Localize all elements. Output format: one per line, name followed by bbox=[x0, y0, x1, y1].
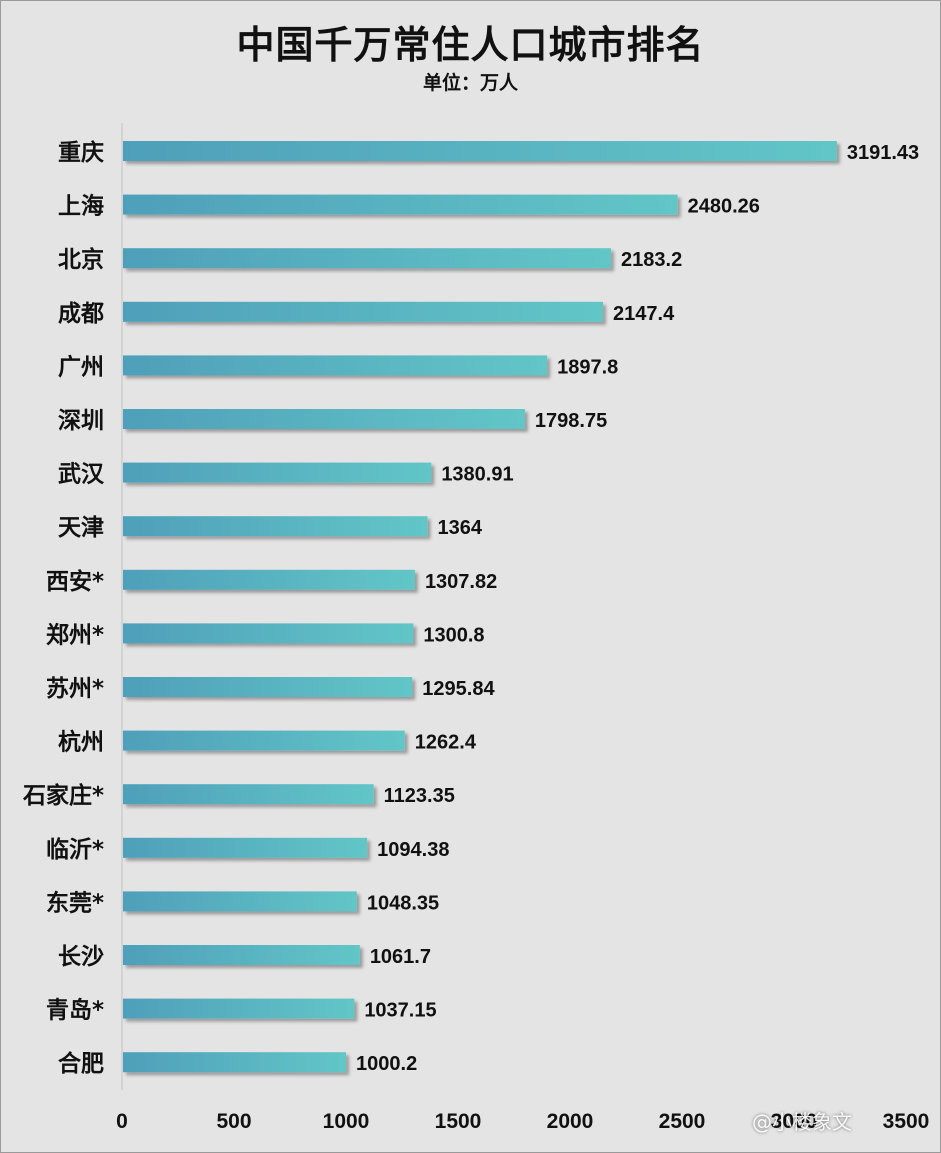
category-label: 郑州* bbox=[46, 622, 104, 648]
category-label: 苏州* bbox=[46, 676, 104, 702]
value-label: 1094.38 bbox=[377, 839, 449, 861]
bar bbox=[123, 301, 604, 322]
value-label: 1000.2 bbox=[356, 1053, 417, 1075]
value-label: 1897.8 bbox=[557, 356, 618, 378]
value-label: 2480.26 bbox=[688, 196, 760, 218]
bar bbox=[123, 355, 548, 376]
category-label: 杭州 bbox=[58, 729, 104, 756]
bar bbox=[123, 462, 432, 483]
x-tick-label: 3500 bbox=[883, 1110, 930, 1133]
category-label: 西安* bbox=[46, 568, 104, 595]
category-label: 北京 bbox=[58, 246, 104, 273]
bar bbox=[123, 248, 612, 269]
category-label: 重庆 bbox=[58, 139, 104, 166]
bar bbox=[123, 891, 357, 912]
value-label: 1061.7 bbox=[370, 946, 431, 968]
chart-subtitle: 单位：万人 bbox=[422, 72, 518, 94]
value-label: 1123.35 bbox=[384, 785, 455, 807]
category-label: 成都 bbox=[58, 301, 104, 327]
x-tick-label: 500 bbox=[216, 1110, 251, 1133]
x-tick-label: 2500 bbox=[659, 1110, 706, 1133]
bar bbox=[123, 837, 368, 858]
x-tick-label: 3000 bbox=[771, 1110, 818, 1133]
value-label: 1380.91 bbox=[441, 464, 513, 486]
category-label: 石家庄* bbox=[22, 782, 104, 809]
category-label: 临沂* bbox=[46, 836, 104, 863]
bar bbox=[123, 141, 837, 161]
category-label: 东莞* bbox=[46, 889, 104, 916]
bar bbox=[123, 730, 405, 751]
category-label: 武汉 bbox=[58, 462, 105, 488]
category-label: 合肥 bbox=[58, 1050, 104, 1077]
watermark: @小楼象文 bbox=[752, 1110, 852, 1134]
value-label: 1262.4 bbox=[415, 732, 477, 754]
category-label: 青岛* bbox=[46, 997, 104, 1024]
category-label: 天津 bbox=[58, 514, 104, 541]
bar bbox=[123, 409, 525, 429]
x-tick-label: 0 bbox=[116, 1110, 128, 1133]
bar bbox=[123, 623, 414, 644]
value-label: 1798.75 bbox=[535, 410, 607, 432]
bar bbox=[123, 998, 355, 1019]
bar bbox=[123, 516, 428, 537]
value-label: 1300.8 bbox=[423, 624, 484, 646]
value-label: 1295.84 bbox=[422, 678, 495, 700]
chart-title: 中国千万常住人口城市排名 bbox=[236, 23, 705, 67]
category-label: 长沙 bbox=[58, 944, 104, 970]
bar bbox=[123, 194, 678, 215]
category-label: 深圳 bbox=[58, 408, 104, 434]
bar bbox=[123, 784, 374, 805]
value-label: 3191.43 bbox=[847, 142, 919, 164]
bar bbox=[123, 677, 413, 697]
value-label: 2183.2 bbox=[621, 249, 682, 271]
value-label: 1048.35 bbox=[367, 892, 439, 914]
category-label: 上海 bbox=[58, 193, 104, 220]
x-tick-label: 1500 bbox=[435, 1110, 482, 1133]
value-label: 1364 bbox=[438, 517, 483, 539]
bar bbox=[123, 569, 415, 590]
bar bbox=[123, 1052, 347, 1073]
value-label: 1037.15 bbox=[364, 1000, 436, 1022]
bar bbox=[123, 945, 360, 965]
x-tick-label: 1000 bbox=[323, 1110, 370, 1133]
x-tick-label: 2000 bbox=[547, 1110, 594, 1133]
value-label: 2147.4 bbox=[613, 303, 675, 325]
category-label: 广州 bbox=[58, 353, 104, 380]
value-label: 1307.82 bbox=[425, 571, 497, 593]
